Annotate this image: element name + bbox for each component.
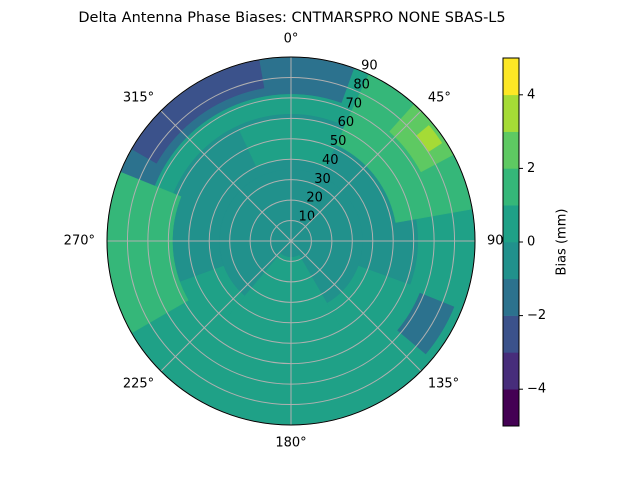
grid-spoke	[290, 240, 422, 372]
chart-title: Delta Antenna Phase Biases: CNTMARSPRO N…	[78, 10, 505, 26]
colorbar-swatch	[503, 94, 519, 132]
theta-tick-label: 45°	[428, 91, 451, 106]
colorbar-swatch	[503, 58, 519, 96]
colorbar-tick-label: 2	[527, 161, 535, 176]
theta-tick-label: 90	[487, 234, 504, 249]
theta-tick-label: 225°	[123, 376, 154, 391]
theta-tick-label: 180°	[275, 436, 306, 451]
r-tick-label: 50	[330, 134, 347, 149]
r-tick-label: 90	[361, 59, 378, 74]
r-tick-label: 60	[338, 115, 355, 130]
colorbar-tick-label: −2	[527, 308, 546, 323]
grid-spoke	[290, 110, 422, 242]
grid-spoke	[160, 240, 292, 372]
colorbar-tick-label: 0	[527, 235, 535, 250]
r-tick-label: 20	[306, 191, 323, 206]
colorbar-label: Bias (mm)	[555, 209, 570, 276]
colorbar-swatch	[503, 242, 519, 280]
colorbar-swatch	[503, 352, 519, 390]
colorbar-swatch	[503, 168, 519, 206]
contour-region	[164, 113, 418, 285]
colorbar-tick-label: −4	[527, 382, 546, 397]
polar-frame	[106, 56, 476, 426]
r-tick-label: 70	[345, 96, 362, 111]
overlay: 10 20 30 40 50 60 70 80 90 0° 45° 90 135° 180° 225° 270…	[64, 32, 504, 451]
r-tick-label: 40	[322, 153, 339, 168]
colorbar-swatch	[503, 131, 519, 169]
r-tick-label: 80	[353, 77, 370, 92]
r-tick-label: 30	[314, 172, 331, 187]
colorbar-swatch	[503, 205, 519, 243]
theta-tick-label: 135°	[428, 376, 459, 391]
theta-tick-label: 315°	[123, 91, 154, 106]
colorbar-tick-label: 4	[527, 87, 535, 102]
colorbar-swatch	[503, 315, 519, 353]
colorbar-swatch	[503, 278, 519, 316]
r-tick-label: 10	[299, 210, 316, 225]
theta-tick-label: 270°	[64, 234, 95, 249]
grid-spoke	[160, 110, 292, 242]
theta-tick-label: 0°	[284, 32, 299, 47]
colorbar-swatch	[503, 389, 519, 427]
